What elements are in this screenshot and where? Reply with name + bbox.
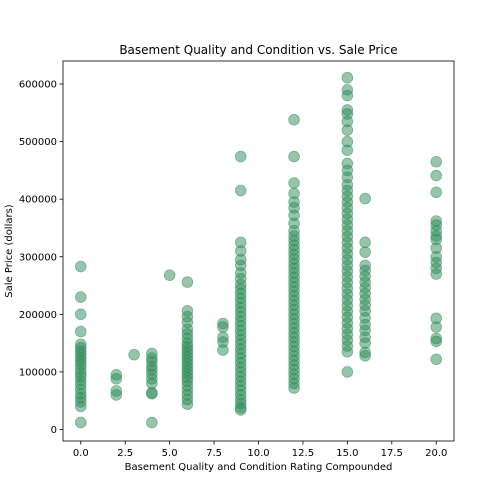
x-axis-ticks: 0.0 2.5 5.0 7.5 10.0 12.5 15.0 17.5 20.0 — [73, 441, 447, 459]
data-point — [359, 236, 371, 249]
data-points — [74, 71, 443, 429]
x-tick-label: 0.0 — [73, 448, 89, 459]
data-point — [288, 187, 300, 200]
data-point — [341, 71, 354, 84]
data-point — [110, 368, 123, 381]
data-point — [359, 192, 371, 205]
data-point — [341, 83, 354, 96]
y-tick-label: 100000 — [19, 367, 57, 378]
data-point — [234, 150, 247, 163]
data-point — [217, 331, 229, 344]
data-point — [430, 169, 443, 182]
data-point — [288, 177, 300, 189]
data-point — [74, 260, 87, 273]
data-point — [234, 184, 247, 197]
data-point — [288, 150, 300, 163]
data-point — [74, 308, 87, 321]
data-point — [341, 366, 354, 378]
y-tick-label: 300000 — [19, 252, 57, 263]
y-axis-label: Sale Price (dollars) — [4, 204, 15, 298]
data-point — [181, 276, 194, 288]
data-point — [341, 157, 354, 170]
data-point — [110, 385, 123, 397]
data-point — [288, 113, 300, 126]
data-point — [430, 155, 443, 168]
x-tick-label: 12.5 — [292, 448, 314, 459]
x-tick-label: 10.0 — [247, 448, 269, 459]
data-point — [359, 259, 371, 272]
data-point — [341, 104, 354, 116]
data-point — [146, 416, 158, 429]
y-axis-ticks: 0 100000 200000 300000 400000 500000 600000 — [19, 80, 63, 436]
data-point — [74, 325, 87, 338]
y-tick-label: 600000 — [19, 80, 57, 91]
x-tick-label: 20.0 — [425, 448, 447, 459]
data-point — [74, 416, 87, 429]
data-point — [74, 338, 87, 351]
x-axis-label: Basement Quality and Condition Rating Co… — [125, 462, 393, 473]
y-tick-label: 200000 — [19, 310, 57, 321]
data-point — [430, 215, 443, 227]
data-point — [74, 291, 87, 303]
data-point — [128, 348, 140, 361]
x-tick-label: 5.0 — [162, 448, 178, 459]
x-tick-label: 7.5 — [206, 448, 222, 459]
data-point — [430, 186, 443, 199]
data-point — [430, 353, 443, 366]
x-tick-label: 17.5 — [381, 448, 403, 459]
data-point — [341, 135, 354, 148]
data-point — [359, 246, 371, 258]
y-tick-label: 0 — [51, 425, 57, 436]
data-point — [430, 312, 443, 325]
y-tick-label: 500000 — [19, 137, 57, 148]
data-point — [163, 269, 176, 281]
chart-title: Basement Quality and Condition vs. Sale … — [119, 43, 397, 57]
data-point — [234, 236, 247, 249]
data-point — [181, 305, 194, 317]
data-point — [146, 347, 158, 360]
data-point — [217, 317, 229, 330]
data-point — [430, 332, 443, 345]
x-tick-label: 2.5 — [117, 448, 133, 459]
x-tick-label: 15.0 — [336, 448, 358, 459]
y-tick-label: 400000 — [19, 195, 57, 206]
